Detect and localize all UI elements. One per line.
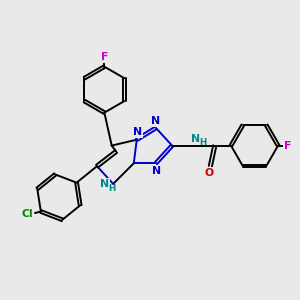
Text: O: O	[204, 168, 214, 178]
Text: N: N	[151, 116, 160, 126]
Text: Cl: Cl	[22, 209, 33, 219]
Text: F: F	[284, 141, 292, 151]
Text: N: N	[152, 166, 161, 176]
Text: F: F	[101, 52, 108, 62]
Text: N: N	[100, 179, 109, 189]
Text: H: H	[200, 138, 207, 147]
Text: N: N	[191, 134, 200, 143]
Text: N: N	[133, 127, 142, 137]
Text: H: H	[108, 184, 115, 194]
